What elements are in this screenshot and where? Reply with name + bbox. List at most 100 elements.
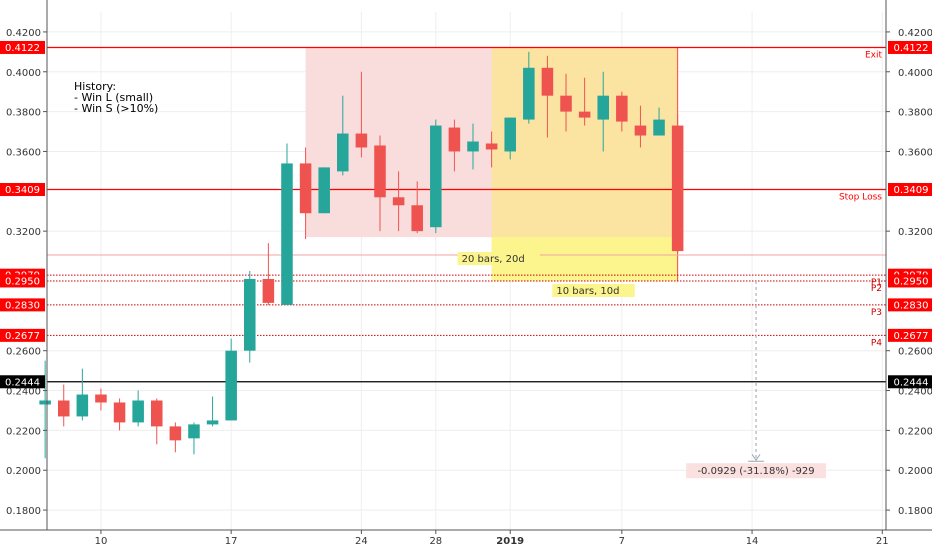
candle-body[interactable] <box>281 163 293 305</box>
price-badges: 0.41220.41220.34090.34090.29790.29790.29… <box>0 40 932 389</box>
p4-badge-left-label: 0.2677 <box>5 331 40 342</box>
candle-body[interactable] <box>299 163 312 214</box>
candle-body[interactable] <box>448 127 461 152</box>
twenty-bars-label: 20 bars, 20d <box>462 254 525 265</box>
candle-body[interactable] <box>634 125 647 136</box>
candle-body[interactable] <box>430 125 442 228</box>
candlesticks[interactable] <box>39 51 684 459</box>
candle-body[interactable] <box>374 145 386 198</box>
p2-badge-right <box>888 274 932 288</box>
history-note-line: - Win L (small) <box>74 91 153 104</box>
p4-badge-right <box>888 328 932 342</box>
y-tick-label-right: 0.3800 <box>898 108 932 119</box>
candle-body[interactable] <box>188 424 200 439</box>
y-tick-label-left: 0.1800 <box>6 506 41 517</box>
exit-badge-right-label: 0.4122 <box>894 43 929 54</box>
x-tick-label: 7 <box>619 536 625 547</box>
x-tick-label: 10 <box>95 536 108 547</box>
y-tick-label-left: 0.2600 <box>6 347 41 358</box>
candle-body[interactable] <box>485 143 498 150</box>
current-badge-left <box>0 375 45 389</box>
candle-body[interactable] <box>411 205 423 232</box>
stop-loss-tag: Stop Loss <box>839 193 882 203</box>
candle-body[interactable] <box>262 278 275 303</box>
stop-loss-badge-right-label: 0.3409 <box>894 185 929 196</box>
y-tick-label-right: 0.1800 <box>898 506 932 517</box>
ten-bars-label-bg <box>552 283 635 297</box>
candle-body[interactable] <box>150 400 163 427</box>
current-badge-right <box>888 375 932 389</box>
candle-body[interactable] <box>318 167 330 214</box>
y-tick-label-left: 0.4200 <box>6 28 41 39</box>
candle-body[interactable] <box>337 133 349 172</box>
p2-badge-right-label: 0.2950 <box>894 276 929 287</box>
p2-badge-left-label: 0.2950 <box>5 276 40 287</box>
p3-badge-right <box>888 298 932 312</box>
candle-body[interactable] <box>597 95 609 120</box>
candle-body[interactable] <box>95 394 107 403</box>
exit-badge-left <box>0 40 45 54</box>
history-note-line: History: <box>74 80 116 93</box>
candle-body[interactable] <box>541 67 554 96</box>
x-tick-label: 28 <box>429 536 442 547</box>
annotations: 20 bars, 20d 10 bars, 10d -0.0929 (-31.18%… <box>74 80 826 479</box>
y-tick-label-right: 0.2600 <box>898 347 932 358</box>
candle-body[interactable] <box>132 400 144 423</box>
p4-tag: P4 <box>871 338 882 348</box>
exit-badge-right <box>888 40 932 54</box>
candle-body[interactable] <box>671 125 684 252</box>
candle-body[interactable] <box>113 402 126 423</box>
x-tick-label: 17 <box>225 536 238 547</box>
y-tick-label-left: 0.2000 <box>6 466 41 477</box>
stop-loss-badge-left-label: 0.3409 <box>5 185 40 196</box>
candle-body[interactable] <box>39 400 51 405</box>
candle-body[interactable] <box>76 394 89 417</box>
current-badge-left-label: 0.2444 <box>5 377 40 388</box>
p4-badge-right-label: 0.2677 <box>894 331 929 342</box>
p3-tag: P3 <box>871 308 882 318</box>
p3-badge-left-label: 0.2830 <box>5 300 40 311</box>
candle-body[interactable] <box>560 95 572 112</box>
candle-body[interactable] <box>467 141 479 152</box>
stop-loss-badge-right <box>888 183 932 197</box>
stop-loss-badge-left <box>0 183 45 197</box>
candle-body[interactable] <box>225 350 237 421</box>
p1-tag: P1 <box>871 278 882 288</box>
y-tick-label-right: 0.2200 <box>898 426 932 437</box>
x-tick-label: 21 <box>876 536 889 547</box>
exit-tag: Exit <box>865 50 883 60</box>
measure-label: -0.0929 (-31.18%) -929 <box>697 466 814 477</box>
p2-badge-left <box>0 274 45 288</box>
candle-body[interactable] <box>523 67 535 120</box>
candle-body[interactable] <box>392 197 405 206</box>
y-tick-label-left: 0.3600 <box>6 147 41 158</box>
x-tick-label: 14 <box>746 536 759 547</box>
y-tick-label-left: 0.4000 <box>6 68 41 79</box>
candle-body[interactable] <box>57 400 70 417</box>
measure-arrowhead <box>751 453 761 462</box>
candle-body[interactable] <box>244 278 256 351</box>
y-tick-label-left: 0.2200 <box>6 426 41 437</box>
candle-body[interactable] <box>169 426 182 441</box>
p3-badge-left <box>0 298 45 312</box>
candle-body[interactable] <box>355 133 368 148</box>
p3-badge-right-label: 0.2830 <box>894 300 929 311</box>
y-tick-label-right: 0.2000 <box>898 466 932 477</box>
twenty-bars-label-bg <box>457 252 541 266</box>
candle-body[interactable] <box>578 111 591 118</box>
y-tick-label-right: 0.4000 <box>898 68 932 79</box>
candle-body[interactable] <box>653 119 665 136</box>
exit-badge-left-label: 0.4122 <box>5 43 40 54</box>
candle-body[interactable] <box>504 117 516 152</box>
candle-body[interactable] <box>616 95 628 122</box>
candle-body[interactable] <box>206 420 219 425</box>
y-tick-label-right: 0.2400 <box>898 387 932 398</box>
y-tick-label-left: 0.2400 <box>6 387 41 398</box>
y-tick-label-right: 0.4200 <box>898 28 932 39</box>
current-badge-right-label: 0.2444 <box>894 377 929 388</box>
x-tick-label: 24 <box>355 536 368 547</box>
history-note-line: - Win S (>10%) <box>74 102 158 115</box>
